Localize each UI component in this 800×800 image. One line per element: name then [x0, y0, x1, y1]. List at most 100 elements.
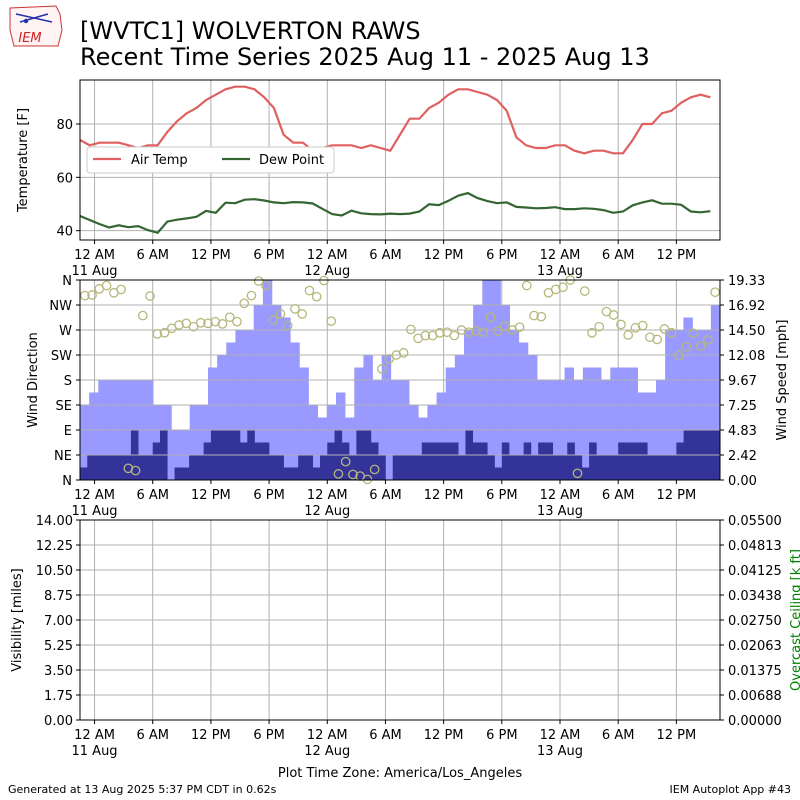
wind-direction-marker [174, 320, 184, 330]
wind-speed-bar [560, 455, 568, 480]
x-tick-label: 12 PM [656, 248, 696, 263]
wind-direction-marker [348, 469, 358, 480]
wind-speed-bar [647, 455, 655, 480]
x-tick-date-label: 12 Aug [304, 744, 350, 759]
wind-direction-marker [485, 312, 496, 323]
direction-tick-label: NW [49, 299, 72, 314]
x-tick-label: 12 PM [424, 248, 464, 263]
speed-tick-label: 14.50 [728, 324, 765, 339]
wind-gust-bar [189, 405, 200, 480]
wind-speed-bar [327, 442, 335, 480]
footer-generated: Generated at 13 Aug 2025 5:37 PM CDT in … [8, 783, 277, 796]
wind-direction-marker [87, 290, 97, 300]
air-temp-line [79, 85, 711, 155]
y-right-axis-label: Wind Speed [mph] [775, 320, 790, 441]
wind-speed-bar [472, 442, 481, 480]
x-axis-label: Plot Time Zone: America/Los_Angeles [278, 766, 522, 781]
y-tick-label: 40 [56, 225, 73, 240]
wind-direction-marker [319, 275, 329, 286]
direction-tick-label: N [62, 474, 72, 489]
wind-direction-marker [492, 326, 503, 336]
x-tick-label: 6 PM [486, 488, 517, 503]
wind-speed-bar [87, 455, 95, 480]
wind-speed-bar [312, 467, 321, 480]
wind-speed-bar [567, 442, 575, 480]
wind-speed-bar [116, 455, 124, 480]
wind-direction-marker [478, 327, 489, 338]
y-tick-label: 5.25 [44, 639, 73, 654]
wind-speed-bar [400, 455, 408, 480]
wind-direction-marker [587, 327, 597, 338]
wind-direction-marker [326, 316, 337, 326]
wind-speed-bar [596, 455, 604, 480]
wind-direction-marker [536, 311, 547, 322]
wind-speed-bar [283, 467, 292, 480]
wind-direction-marker [116, 284, 126, 295]
direction-tick-label: S [64, 374, 72, 389]
wind-speed-bar [494, 467, 503, 480]
y-tick-label: 80 [56, 118, 73, 133]
wind-gust-bar [345, 417, 355, 480]
wind-gust-bar [637, 392, 648, 480]
y-tick-label: 14.00 [36, 514, 73, 529]
wind-speed-bar [254, 442, 263, 480]
wind-direction-marker [145, 291, 155, 301]
speed-tick-label: 9.67 [728, 374, 757, 389]
x-tick-label: 12 AM [307, 488, 348, 503]
panel-3-frame [79, 519, 721, 721]
wind-direction-marker [159, 327, 170, 338]
wind-gust-bar [646, 392, 657, 480]
wind-speed-bar [450, 442, 459, 480]
wind-direction-marker [297, 309, 308, 319]
wind-speed-bar [94, 455, 103, 480]
wind-direction-marker [500, 321, 510, 331]
chart-subtitle: Recent Time Series 2025 Aug 11 - 2025 Au… [80, 43, 650, 71]
y-tick-label: 3.50 [44, 664, 73, 679]
wind-gust-bar [317, 417, 328, 480]
wind-speed-bar [240, 442, 248, 480]
wind-speed-bar [298, 455, 306, 480]
y-tick-label: 1.75 [44, 689, 73, 704]
wind-direction-marker [246, 290, 257, 301]
x-tick-label: 6 AM [136, 488, 169, 503]
y-right-tick-label: 0.03438 [728, 589, 782, 604]
wind-direction-marker [471, 326, 481, 336]
y-right-tick-label: 0.02750 [728, 614, 782, 629]
wind-gust-bar [208, 367, 218, 480]
speed-tick-label: 0.00 [728, 474, 757, 489]
wind-gust-bar [253, 305, 264, 480]
wind-speed-bar [487, 455, 495, 480]
x-tick-date-label: 12 Aug [304, 504, 350, 519]
wind-speed-bar [101, 455, 110, 480]
wind-speed-bar [610, 455, 619, 480]
wind-direction-marker [377, 364, 387, 374]
x-tick-label: 6 PM [253, 248, 284, 263]
wind-direction-marker [311, 291, 322, 302]
chart-title: [WVTC1] WOLVERTON RAWS [80, 17, 421, 45]
wind-direction-marker [304, 285, 315, 296]
wind-gust-bar [528, 355, 538, 480]
x-tick-date-label: 11 Aug [72, 504, 118, 519]
wind-speed-bar [174, 467, 183, 480]
y-right-axis-label: Overcast Ceiling [k ft] [789, 549, 800, 691]
y-tick-label: 8.75 [44, 589, 73, 604]
wind-direction-marker [703, 335, 713, 345]
wind-speed-bar [138, 455, 146, 480]
x-tick-date-label: 13 Aug [537, 744, 583, 759]
wind-speed-bar [109, 455, 117, 480]
iem-logo: IEM [9, 5, 63, 47]
y-tick-label: 10.50 [36, 564, 73, 579]
wind-gust-bar [217, 355, 227, 480]
wind-speed-bar [407, 455, 415, 480]
x-tick-label: 6 AM [602, 248, 635, 263]
wind-direction-marker [514, 322, 525, 333]
wind-direction-marker [282, 320, 293, 331]
wind-direction-marker [521, 280, 532, 291]
wind-direction-marker [268, 315, 279, 325]
wind-direction-marker [340, 456, 351, 467]
wind-direction-marker [579, 286, 590, 296]
x-tick-date-label: 13 Aug [537, 264, 583, 279]
x-tick-label: 12 AM [74, 728, 115, 743]
wind-direction-marker [239, 298, 250, 309]
wind-direction-marker [420, 330, 431, 341]
